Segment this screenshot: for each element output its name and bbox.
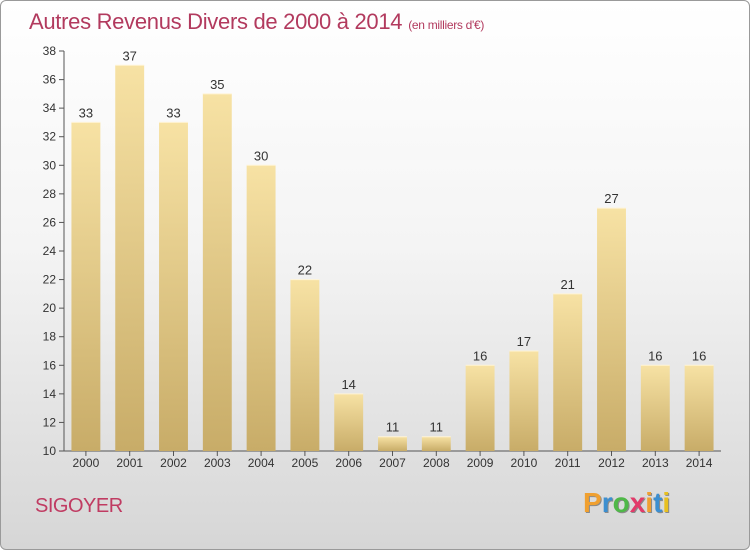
y-tick-label: 16 — [43, 358, 57, 372]
chart-title-text: Autres Revenus Divers de 2000 à 2014 — [29, 9, 403, 34]
x-tick-label: 2010 — [511, 456, 538, 470]
x-tick-label: 2004 — [248, 456, 275, 470]
proxiti-logo[interactable]: Proxiti — [583, 487, 670, 519]
bar-value-label: 16 — [473, 348, 487, 363]
y-tick-label: 28 — [43, 187, 57, 201]
location-label: SIGOYER — [35, 495, 123, 517]
bar — [465, 365, 495, 451]
bar-value-label: 37 — [122, 48, 136, 63]
bar-value-label: 22 — [298, 263, 312, 278]
y-tick-label: 14 — [43, 387, 57, 401]
logo-letter: o — [612, 487, 630, 518]
y-tick-label: 18 — [43, 330, 57, 344]
x-tick-label: 2007 — [379, 456, 406, 470]
logo-letter: x — [629, 487, 646, 518]
y-tick-label: 30 — [43, 158, 57, 172]
bar-value-label: 33 — [79, 105, 93, 120]
bar-value-label: 16 — [648, 348, 662, 363]
bar-value-label: 33 — [166, 105, 180, 120]
x-tick-label: 2000 — [73, 456, 100, 470]
bar-value-label: 11 — [430, 420, 444, 435]
x-tick-label: 2008 — [423, 456, 450, 470]
bar-value-label: 21 — [560, 277, 574, 292]
bar — [421, 436, 451, 451]
bar — [334, 393, 364, 451]
bar-value-label: 11 — [386, 420, 400, 435]
bar — [159, 122, 188, 451]
y-tick-label: 38 — [43, 44, 57, 58]
bar-value-label: 14 — [341, 377, 355, 392]
bar — [290, 279, 320, 451]
bar-value-label: 35 — [210, 77, 224, 92]
y-tick-label: 12 — [43, 415, 57, 429]
y-tick-label: 10 — [43, 444, 57, 458]
y-tick-label: 24 — [43, 244, 57, 258]
y-tick-label: 26 — [43, 215, 57, 229]
x-tick-label: 2014 — [686, 456, 713, 470]
bar-value-label: 30 — [254, 148, 268, 163]
x-tick-label: 2013 — [642, 456, 669, 470]
y-tick-label: 34 — [43, 101, 57, 115]
logo-letter: i — [662, 487, 671, 518]
y-tick-label: 20 — [43, 301, 57, 315]
bar — [71, 122, 101, 451]
logo-letter: t — [653, 487, 663, 518]
bar — [553, 293, 583, 451]
logo-letter: P — [583, 487, 602, 518]
bar-value-label: 27 — [604, 191, 618, 206]
bar — [115, 65, 145, 452]
bar — [684, 365, 714, 451]
x-tick-label: 2003 — [204, 456, 231, 470]
x-tick-label: 2002 — [160, 456, 187, 470]
bar — [378, 436, 407, 451]
chart-title: Autres Revenus Divers de 2000 à 2014 (en … — [29, 9, 484, 35]
x-tick-label: 2012 — [598, 456, 625, 470]
bar — [597, 208, 626, 451]
bar-value-label: 17 — [517, 334, 531, 349]
x-tick-label: 2011 — [555, 456, 581, 470]
bar — [246, 165, 276, 452]
bar — [202, 93, 232, 451]
bar-value-label: 16 — [692, 348, 706, 363]
y-tick-label: 36 — [43, 73, 57, 87]
x-tick-label: 2006 — [335, 456, 362, 470]
logo-letter: r — [601, 487, 613, 518]
bar — [640, 365, 670, 451]
x-tick-label: 2009 — [467, 456, 494, 470]
y-tick-label: 22 — [43, 273, 57, 287]
y-tick-label: 32 — [43, 130, 57, 144]
x-tick-label: 2001 — [116, 456, 143, 470]
chart-title-unit: (en milliers d'€) — [408, 18, 485, 32]
x-tick-label: 2005 — [292, 456, 319, 470]
bar — [509, 351, 539, 451]
logo-letter: i — [645, 487, 654, 518]
